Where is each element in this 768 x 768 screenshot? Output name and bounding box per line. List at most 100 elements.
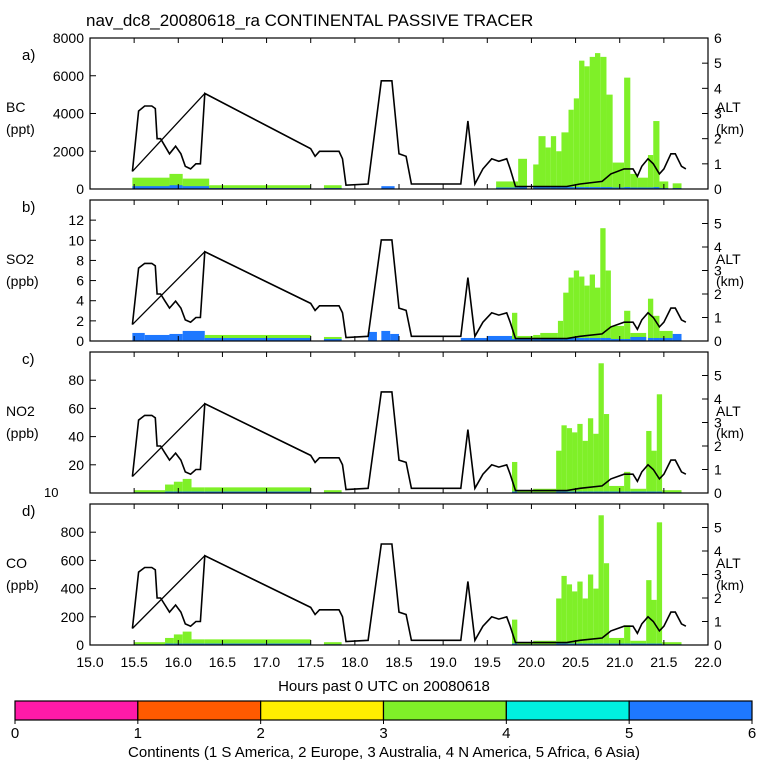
tracer-bar-asia: [572, 643, 578, 645]
y-axis-label: NO2: [6, 403, 35, 419]
altitude-axis-label: ALT: [716, 403, 741, 419]
tracer-bar-asia: [612, 187, 625, 189]
tracer-bar: [204, 639, 311, 645]
y-tick-label: 80: [68, 372, 84, 388]
tracer-bar: [584, 66, 590, 189]
axis-ticks: 0 200 400 600 800 0 1 2 3 4 5: [61, 504, 722, 653]
tracer-bar: [545, 147, 551, 189]
tracer-bar: [487, 335, 513, 341]
colorbar-swatch: [628, 700, 753, 721]
x-tick-label: 21.0: [606, 654, 633, 670]
tracer-bar: [132, 332, 145, 341]
tracer-bar: [624, 77, 631, 189]
tracer-bar-asia: [556, 187, 562, 189]
tracer-bar: [603, 563, 610, 645]
alt-tick-label: 2: [714, 286, 722, 302]
tracer-bar: [134, 642, 166, 645]
y-tick-label: 200: [61, 609, 85, 625]
colorbar-label: Continents (1 S America, 2 Europe, 3 Aus…: [128, 744, 640, 761]
tracer-bar-asia: [653, 337, 660, 341]
y-tick-label: 6: [76, 273, 84, 289]
tracer-bar-asia: [182, 643, 192, 645]
tracer-bar-asia: [577, 643, 583, 645]
tracer-bar: [517, 642, 534, 645]
tracer-bar: [656, 522, 663, 645]
tracer-bar: [561, 132, 569, 189]
tracer-bar: [646, 580, 652, 645]
tracer-bar-asia: [587, 643, 594, 645]
tracer-bar: [533, 164, 539, 189]
tracer-bar-asia: [496, 187, 519, 189]
tracer-bar: [512, 312, 518, 341]
tracer-bar: [594, 53, 601, 189]
tracer-bar-asia: [656, 491, 663, 493]
tracer-bar: [209, 185, 311, 189]
tracer-bar-asia: [630, 491, 647, 493]
tracer-bar-asia: [572, 491, 578, 493]
tracer-bar-asia: [561, 491, 567, 493]
tracer-bar: [624, 310, 631, 341]
tracer-bar-asia: [132, 186, 170, 189]
tracer-bar: [589, 56, 595, 189]
tracer-bar-asia: [624, 187, 631, 189]
tracer-bar-asia: [568, 187, 574, 189]
tracer-bar-asia: [518, 187, 528, 189]
altitude-line: [131, 80, 687, 188]
tracer-bar-asia: [561, 187, 569, 189]
alt-tick-label: 0: [714, 181, 722, 197]
tracer-bar: [572, 591, 578, 645]
tracer-bar: [191, 639, 205, 645]
x-axis-ticks: 15.0 15.5 16.0 16.5 17.0 17.5 18.0 18.5 19.0 19.5…: [76, 654, 721, 670]
plot-frame: [89, 351, 709, 494]
tracer-bar-asia: [659, 337, 673, 341]
tracer-bar-asia: [577, 491, 583, 493]
x-tick-label: 18.0: [341, 654, 368, 670]
tracer-bar-asia: [563, 337, 569, 341]
panel-a: a) BC (ppt) ALT (km) 0 2000 4000 6000 8000 0 1…: [6, 30, 744, 197]
tracer-bar: [647, 155, 654, 189]
tracer-bar-asia: [533, 337, 541, 341]
tracer-bar-asia: [624, 491, 631, 493]
panel-letter: b): [22, 199, 35, 216]
tracer-bar-asia: [647, 187, 654, 189]
tracer-bar-asia: [593, 643, 599, 645]
tracer-bar: [594, 287, 601, 341]
tracer-bar-asia: [656, 643, 663, 645]
tracer-bar-asia: [545, 187, 551, 189]
tracer-bar: [460, 337, 488, 341]
tracer-bar-asia: [566, 643, 573, 645]
y-tick-label: 12: [68, 212, 84, 228]
altitude-ramp-line: [131, 92, 312, 172]
tracer-bar: [582, 598, 588, 645]
tracer-bar: [144, 334, 170, 341]
alt-tick-label: 5: [714, 216, 722, 232]
tracer-bar-asia: [566, 491, 573, 493]
tracer-bar-asia: [609, 491, 625, 493]
tracer-bars: [132, 228, 682, 341]
tracer-bar-asia: [169, 185, 183, 189]
tracer-bar-asia: [165, 491, 174, 493]
tracer-bar: [568, 109, 574, 189]
tracer-bar: [573, 270, 580, 341]
x-tick-label: 17.0: [253, 654, 280, 670]
x-tick-label: 16.0: [165, 654, 192, 670]
y-tick-label: 6000: [53, 68, 84, 84]
tracer-bar: [572, 432, 578, 493]
panel-d: d) CO (ppb) ALT (km) 0 200 400 600 800 0 1 2 3 4 5: [6, 503, 744, 653]
tracer-bar-asia: [550, 187, 557, 189]
tracer-bar: [637, 177, 648, 189]
colorbar-swatch: [14, 700, 139, 721]
colorbar-tick-label: 5: [625, 725, 633, 742]
y-tick-label: 10: [68, 232, 84, 248]
tracer-bar: [600, 228, 606, 341]
alt-tick-label: 3: [714, 106, 722, 122]
panel-letter: c): [22, 351, 35, 368]
plot-frame: [89, 199, 709, 342]
y-axis-label: SO2: [6, 251, 34, 267]
chart-title: nav_dc8_20080618_ra CONTINENTAL PASSIVE …: [86, 11, 533, 30]
colorbar-tick-label: 4: [502, 725, 510, 742]
alt-tick-label: 2: [714, 590, 722, 606]
tracer-bar: [630, 488, 647, 493]
y-tick-label: 800: [61, 524, 85, 540]
y-tick-label: 400: [61, 581, 85, 597]
